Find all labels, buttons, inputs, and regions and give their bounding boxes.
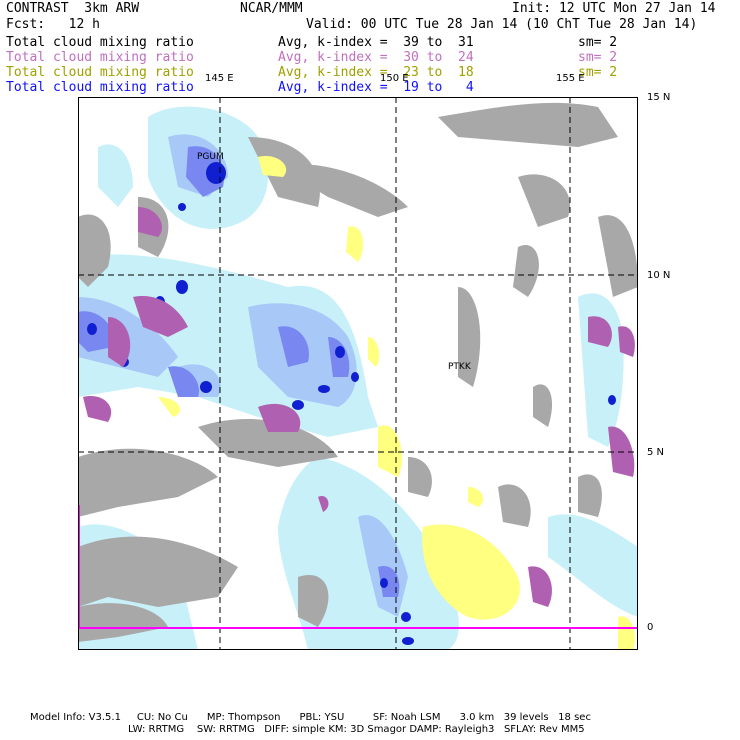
init-time: Init: 12 UTC Mon 27 Jan 14 [512,1,716,16]
field-name: Total cloud mixing ratio [6,35,194,50]
field-stat: Avg, k-index = 19 to 4 [278,80,474,95]
station-label-pgum: PGUM [197,152,224,162]
cloud-layer-yellow [158,156,635,650]
lat-label-5n: 5 N [647,447,665,458]
lat-label-15n: 15 N [647,92,671,103]
cloud-layer-magenta [83,207,635,607]
lon-label-145e: 145 E [205,73,234,84]
organization-label: NCAR/MMM [240,1,303,16]
map-frame [78,97,638,650]
field-stat: Avg, k-index = 30 to 24 [278,50,474,65]
field-name: Total cloud mixing ratio [6,65,194,80]
cloud-layer-gray [78,102,638,642]
forecast-hour: Fcst: 12 h [6,17,100,32]
lon-label-150e: 150 E [380,73,409,84]
field-name: Total cloud mixing ratio [6,80,194,95]
lat-label-equator: 0 [647,622,654,633]
model-info-line-2: LW: RRTMG SW: RRTMG DIFF: simple KM: 3D … [128,724,585,735]
field-smoothing: sm= 2 [578,50,618,65]
valid-time: Valid: 00 UTC Tue 28 Jan 14 (10 ChT Tue … [306,17,698,32]
field-name: Total cloud mixing ratio [6,50,194,65]
lon-label-155e: 155 E [556,73,585,84]
field-stat: Avg, k-index = 39 to 31 [278,35,474,50]
model-info-line-1: Model Info: V3.5.1 CU: No Cu MP: Thompso… [30,712,591,723]
cloud-mixing-ratio-map [78,97,638,650]
model-title: CONTRAST 3km ARW [6,1,140,16]
lat-lon-grid [78,97,638,650]
station-label-ptkk: PTKK [448,362,471,372]
field-smoothing: sm= 2 [578,35,618,50]
field-smoothing: sm= 2 [578,65,618,80]
lat-label-10n: 10 N [647,270,671,281]
field-stat: Avg, k-index = 23 to 18 [278,65,474,80]
